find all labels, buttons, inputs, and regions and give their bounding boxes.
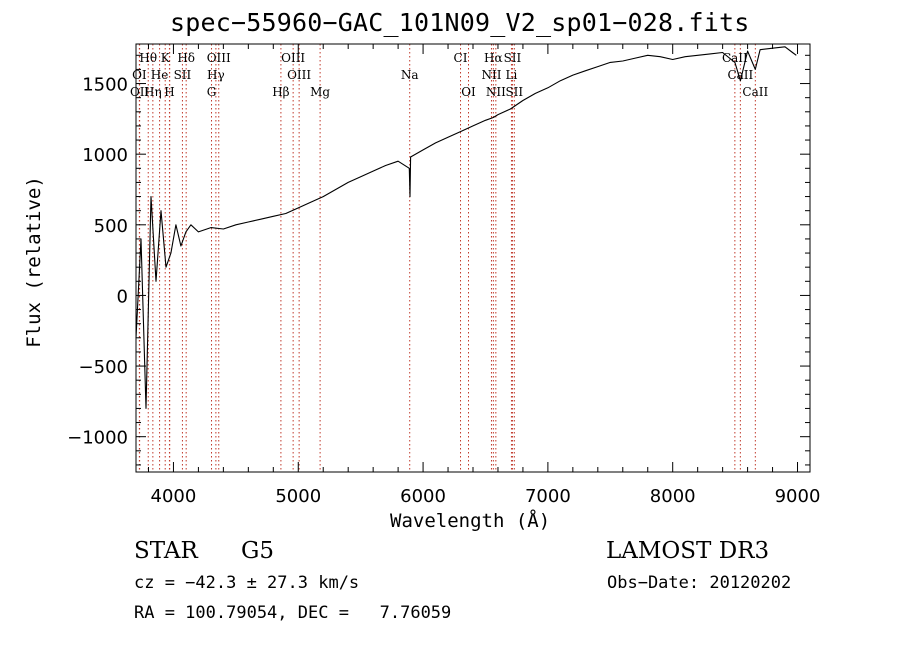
spectral-line-label: Hα [484,51,503,65]
spectral-line-label: OII [130,85,150,99]
spectral-line-label: OI [132,68,147,82]
chart-title: spec−55960−GAC_101N09_V2_sp01−028.fits [170,8,750,37]
obs-date-line: Obs−Date: 20120202 [607,573,792,593]
spectral-line-label: Hη [144,85,162,99]
x-tick-label: 6000 [400,486,446,507]
spectral-line-label: Na [401,68,419,82]
y-tick-label: −500 [79,357,128,378]
spectral-line-label: Li [506,68,518,82]
spectral-line-label: CI [454,51,468,65]
spectral-line-label: NII [486,85,506,99]
spectral-line-label: OIII [287,68,311,82]
x-tick-label: 9000 [775,486,821,507]
spectral-line-label: Mg [310,85,330,99]
spectral-line-label: He [151,68,169,82]
y-tick-label: 500 [94,216,128,237]
y-tick-label: 1500 [82,75,128,96]
survey-label: LAMOST DR3 [606,538,770,564]
object-subclass: G5 [241,538,275,564]
redshift-line: cz = −42.3 ± 27.3 km/s [134,573,360,593]
x-tick-label: 5000 [275,486,321,507]
spectral-line-label: Hθ [139,51,157,65]
spectral-line-label: OIII [207,51,231,65]
spectral-line-label: OIII [281,51,305,65]
spectral-line-label: CaII [727,68,753,82]
spectral-line-label: OI [461,85,476,99]
spectral-line-label: Hβ [272,85,289,99]
y-tick-label: −1000 [67,428,128,449]
spectral-line-label: Hδ [177,51,195,65]
x-tick-label: 8000 [650,486,696,507]
plot-frame [135,43,811,473]
x-tick-label: 4000 [151,486,197,507]
spectral-line-label: H [164,85,174,99]
spectral-line-label: SII [174,68,192,82]
spectral-line-label: NII [481,68,501,82]
spectral-line-label: Hγ [207,68,225,82]
x-tick-label: 7000 [525,486,571,507]
object-class: STAR [134,538,198,564]
spectral-line-label: K [161,51,171,65]
spectral-line-label: G [207,85,217,99]
y-axis-label: Flux (relative) [23,176,45,348]
spectral-line-label: SII [505,85,523,99]
spectral-line-label: SII [504,51,522,65]
spectral-line-label: CaII [722,51,748,65]
spectral-line-label: CaII [742,85,768,99]
y-tick-label: 0 [117,286,128,307]
y-tick-label: 1000 [82,145,128,166]
spectrum-line-flux [135,46,797,409]
x-axis-label: Wavelength (Å) [390,510,551,532]
coords-line: RA = 100.79054, DEC = 7.76059 [134,603,452,623]
